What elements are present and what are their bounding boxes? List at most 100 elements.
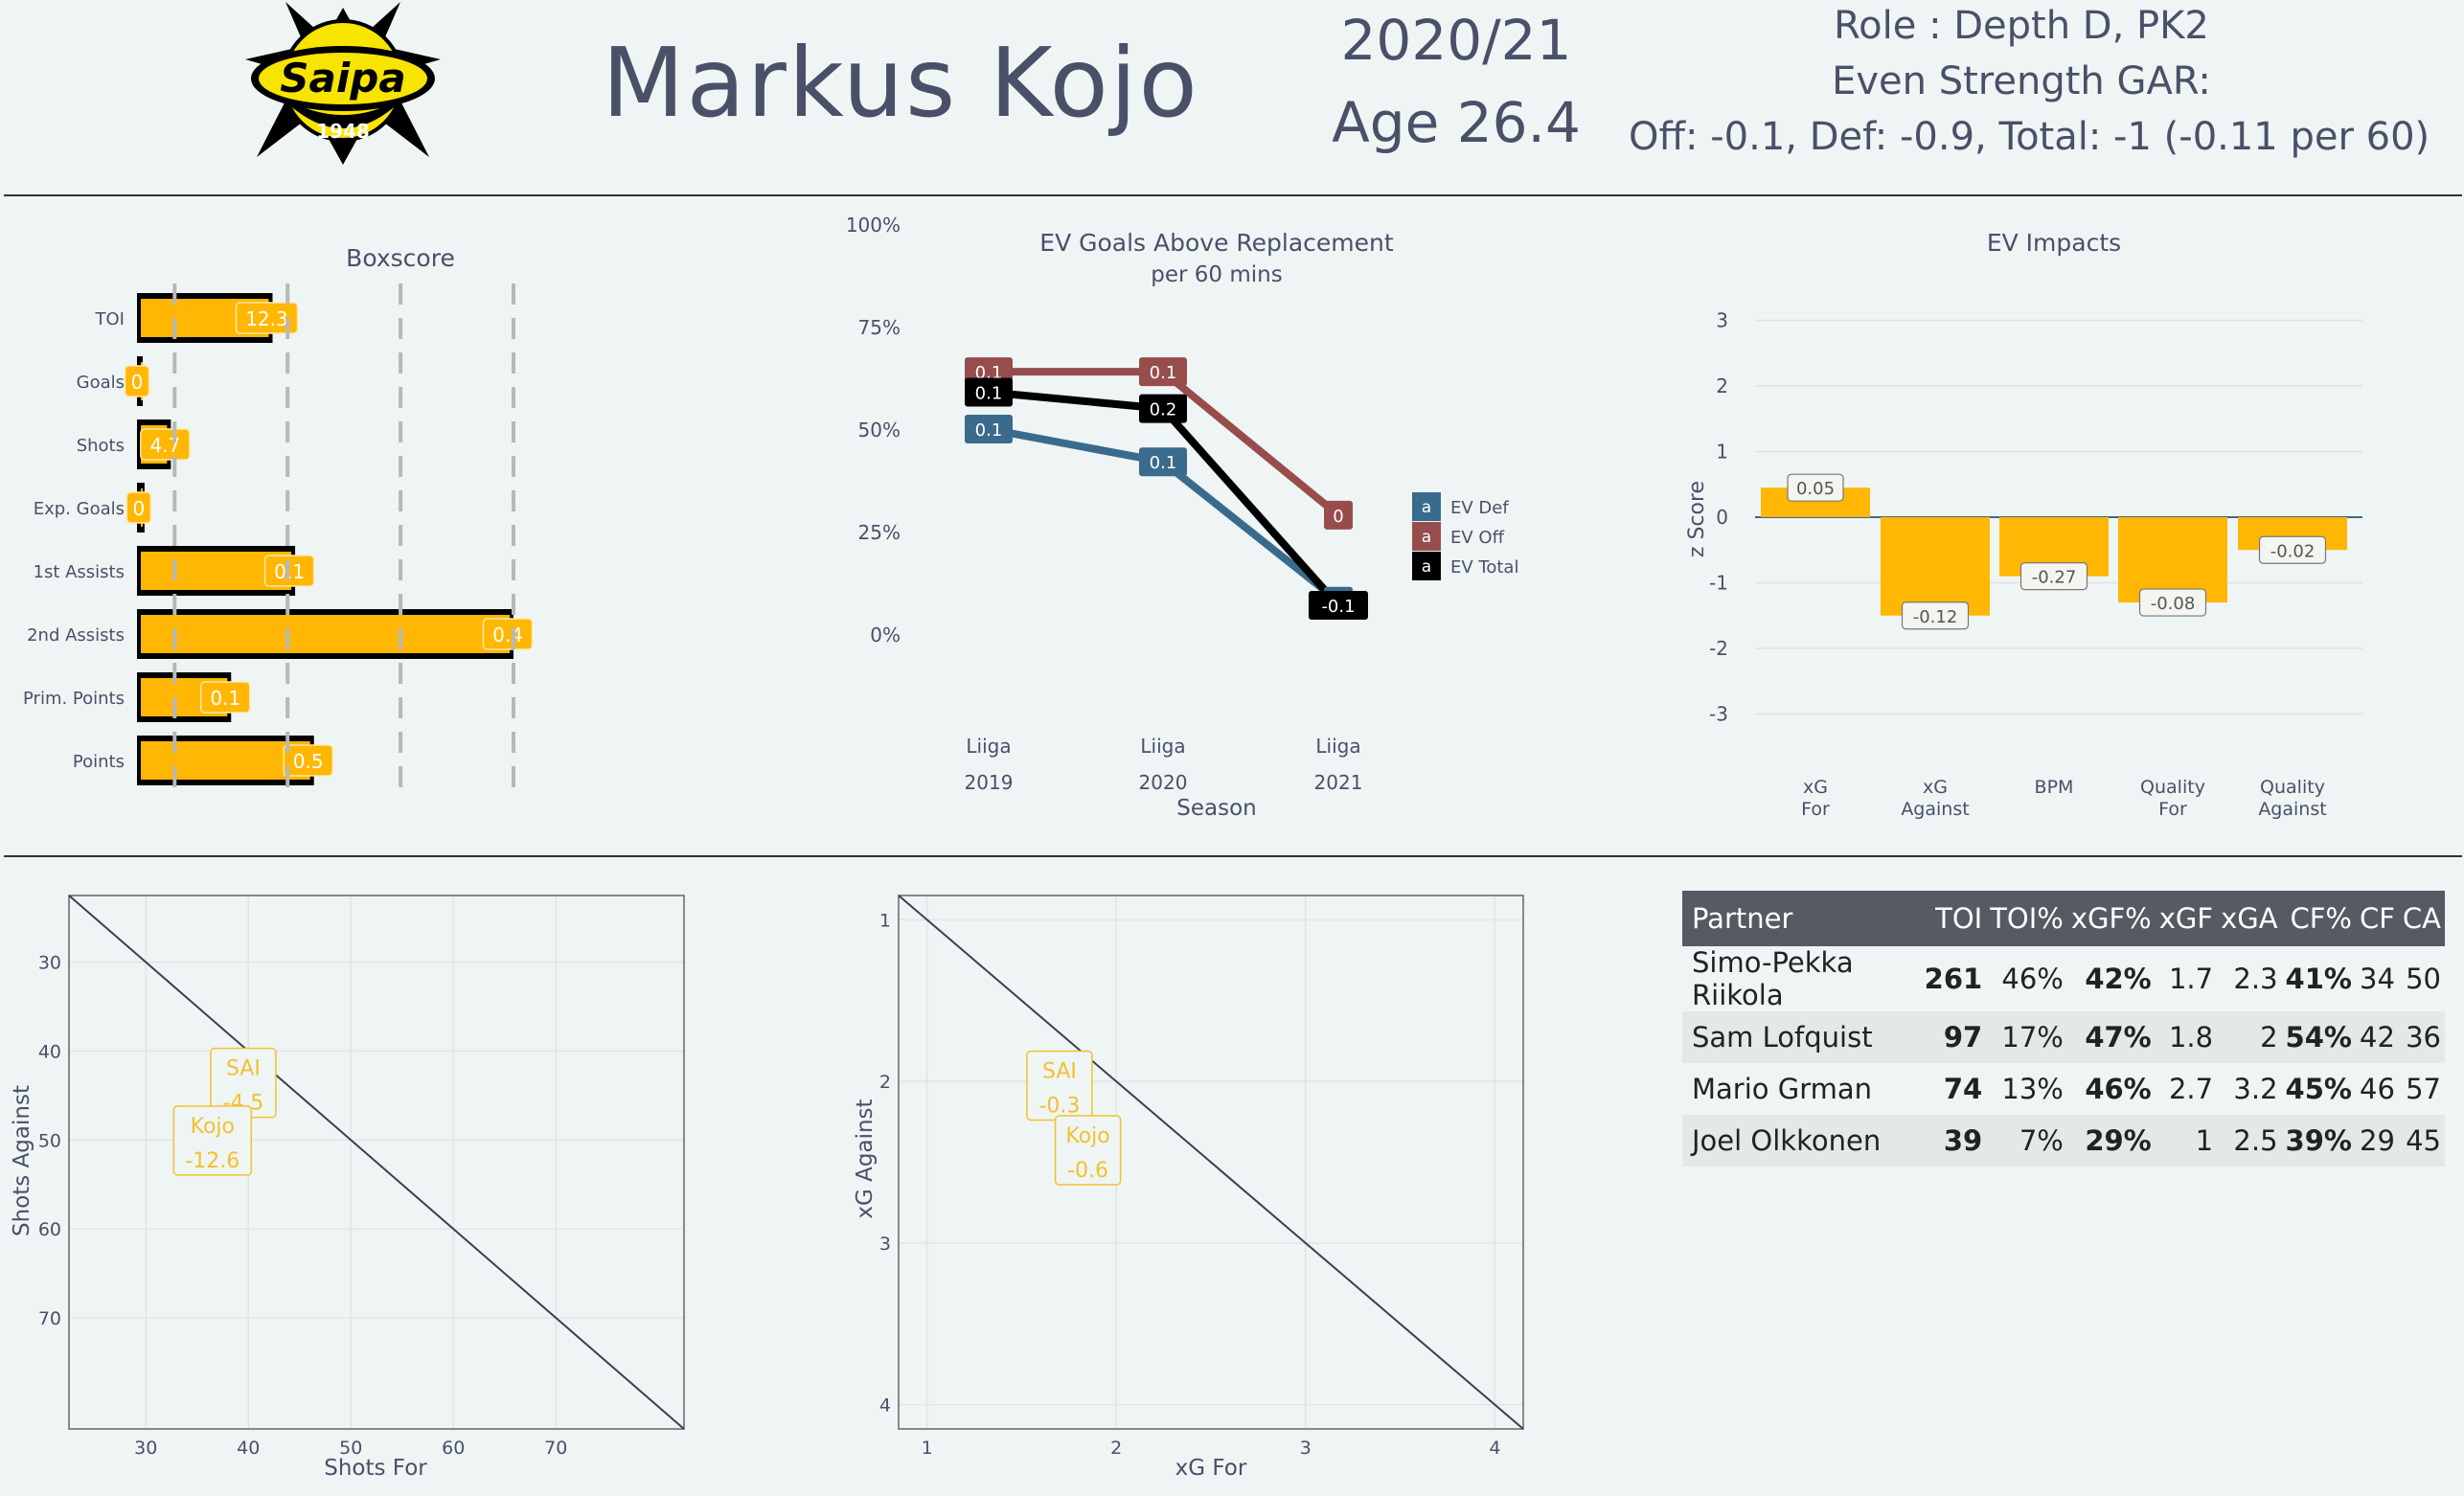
impacts-category-label: Quality (2260, 777, 2325, 798)
boxscore-value-box (283, 744, 333, 777)
table-row: Mario Grman 74 13% 46% 2.7 3.2 45% 46 57 (1682, 1063, 2445, 1115)
partner-stat-cell: 74 (1943, 1073, 1983, 1105)
boxscore-value-box (124, 365, 150, 397)
boxscore-bar (141, 615, 510, 653)
xg-xlabel: xG For (1175, 1456, 1247, 1481)
gar-legend-label: EV Total (1450, 557, 1518, 578)
impacts-value-label: -0.27 (2032, 568, 2077, 588)
gar-y-tick: 100% (846, 214, 901, 237)
impacts-value-label: -0.12 (1913, 607, 1958, 627)
impacts-y-tick: 3 (1716, 309, 1728, 332)
role-label: Role : Depth D, PK2 (1834, 4, 2209, 48)
partner-stat-cell: 7% (1986, 1115, 2067, 1167)
impacts-y-tick: 1 (1716, 441, 1728, 464)
shots-x-tick: 50 (339, 1438, 362, 1459)
impacts-category-label: Against (2258, 799, 2326, 820)
impacts-category-label: Quality (2140, 777, 2205, 798)
gar-point-label: 0.1 (1150, 363, 1177, 383)
player-name: Markus Kojo (602, 27, 1199, 139)
shots-y-tick: 30 (38, 953, 61, 974)
xg-point-label: Kojo (1065, 1124, 1109, 1148)
impacts-value-label: -0.08 (2151, 594, 2196, 614)
partner-name-cell: Joel Olkkonen (1682, 1115, 1921, 1167)
impacts-value-box (2138, 588, 2207, 617)
partner-stat-cell: 36 (2398, 1011, 2445, 1063)
xg-frame (898, 895, 1524, 1430)
gar-legend-key-text: a (1422, 557, 1431, 577)
boxscore-category-label: TOI (95, 309, 125, 329)
impacts-value-box (2258, 535, 2327, 564)
boxscore-value-box (235, 302, 299, 334)
shots-point-value: -12.6 (185, 1149, 240, 1173)
partner-column-header: TOI (1920, 891, 1987, 946)
partner-stat-cell: 1 (2155, 1115, 2218, 1167)
gar-x-group-label: Liiga (966, 735, 1011, 758)
gar-y-tick: 25% (858, 521, 901, 544)
impacts-value-box (1787, 473, 1844, 502)
shots-x-tick: 70 (544, 1438, 567, 1459)
gar-y-tick: 75% (858, 316, 901, 339)
impacts-y-tick: -3 (1709, 703, 1728, 726)
gar-chart: EV Goals Above Replacement per 60 mins S… (846, 214, 1519, 821)
logo-year: 1948 (316, 120, 370, 143)
partner-stat-cell: 2.7 (2168, 1073, 2214, 1105)
xg-point-label: SAI (1042, 1060, 1077, 1084)
gar-series-line (988, 388, 1341, 608)
xg-x-tick: 3 (1300, 1438, 1312, 1459)
gar-y-tick: 50% (858, 419, 901, 442)
partner-stat-cell: 42% (2085, 963, 2152, 995)
svg-text:Saipa: Saipa (280, 55, 405, 102)
gar-point-label: -0.1 (1321, 597, 1355, 617)
gar-point-box (965, 377, 1013, 407)
gar-point-box (1324, 500, 1353, 530)
boxscore-value-box (125, 491, 152, 524)
impacts-bar (2118, 517, 2227, 603)
gar-legend-label: EV Off (1450, 528, 1505, 548)
boxscore-category-label: Shots (77, 436, 125, 456)
gar-series-line (989, 368, 1341, 518)
partner-stat-cell: 39 (1920, 1115, 1987, 1167)
gar-values: Off: -0.1, Def: -0.9, Total: -1 (-0.11 p… (1629, 115, 2430, 159)
impacts-ylabel: z Score (1685, 481, 1709, 557)
gar-x-group-label: Liiga (1315, 735, 1360, 758)
boxscore-category-label: 2nd Assists (27, 625, 125, 646)
partner-column-header: CF (2355, 891, 2399, 946)
gar-x-tick: 2021 (1314, 771, 1363, 794)
partner-stat-cell: 2.5 (2217, 1115, 2282, 1167)
boxscore-value-label: 0 (131, 371, 144, 394)
shots-point-label: Kojo (191, 1115, 235, 1139)
impacts-value-box (1901, 601, 1970, 630)
xg-diagonal (898, 895, 1524, 1430)
xg-x-tick: 1 (922, 1438, 933, 1459)
impacts-category-label: BPM (2035, 777, 2074, 798)
partner-stat-cell: 17% (1986, 1011, 2067, 1063)
gar-y-tick: 0% (870, 623, 901, 646)
xg-point-value: -0.3 (1038, 1095, 1080, 1119)
shots-x-tick: 40 (237, 1438, 260, 1459)
impacts-title: EV Impacts (1987, 229, 2121, 257)
boxscore-value-box (200, 681, 251, 714)
partner-stat-cell: 29 (2355, 1115, 2399, 1167)
partner-column-header: TOI% (1986, 891, 2067, 946)
impacts-value-label: -0.02 (2270, 541, 2316, 561)
gar-title: EV Goals Above Replacement (1039, 229, 1394, 257)
partner-column-header: Partner (1682, 891, 1921, 946)
table-row: Sam Lofquist 97 17% 47% 1.8 2 54% 42 36 (1682, 1011, 2445, 1063)
partner-stat-cell: 2.3 (2233, 963, 2278, 995)
boxscore-value-label: 0.5 (293, 750, 324, 773)
gar-point-label: 0.1 (1150, 453, 1177, 473)
xg-y-tick: 2 (879, 1072, 891, 1093)
shots-y-tick: 40 (38, 1041, 61, 1062)
xg-x-tick: 4 (1489, 1438, 1500, 1459)
partner-stat-cell: 1.7 (2168, 963, 2214, 995)
gar-point-label: 0.2 (1150, 400, 1177, 420)
gar-legend-key (1412, 492, 1441, 521)
gar-point-label: 0.1 (975, 420, 1003, 441)
partner-stat-cell: 45% (2285, 1073, 2352, 1105)
boxscore-value-label: 12.3 (245, 307, 288, 330)
partner-stat-cell: 46 (2360, 1073, 2395, 1105)
xg-x-tick: 2 (1110, 1438, 1122, 1459)
header-divider (4, 194, 2462, 196)
shots-point-box (172, 1105, 253, 1176)
